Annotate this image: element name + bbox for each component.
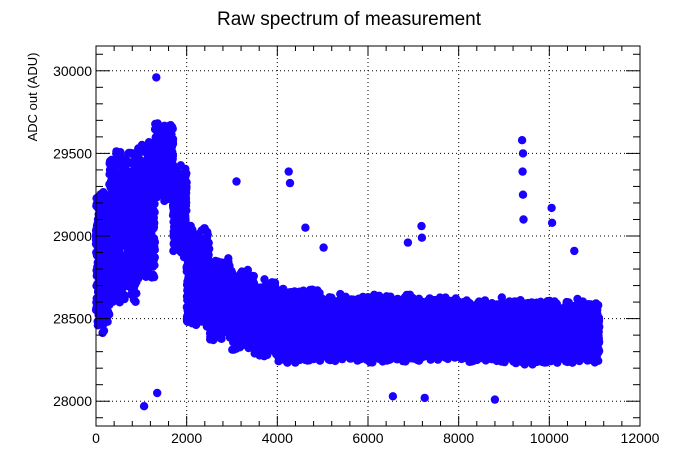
data-layer [91,73,604,411]
data-point [99,326,109,335]
data-point [203,230,212,239]
data-point [150,208,159,217]
data-point [249,271,258,281]
data-point [103,317,112,326]
data-point [132,289,141,298]
data-point [150,237,159,247]
data-point [131,297,140,306]
data-point [182,178,191,187]
data-point [116,148,125,157]
data-point [150,245,159,254]
data-point [205,244,214,253]
chart-title: Raw spectrum of measurement [217,9,482,30]
data-point [168,151,178,160]
data-point [150,261,159,270]
data-point [181,198,191,207]
data-point [182,206,191,215]
data-point [149,272,159,282]
data-point [182,169,191,178]
data-point [168,134,178,144]
data-point [150,218,159,228]
data-point [105,310,114,319]
data-point [150,253,159,262]
data-point [168,124,177,133]
